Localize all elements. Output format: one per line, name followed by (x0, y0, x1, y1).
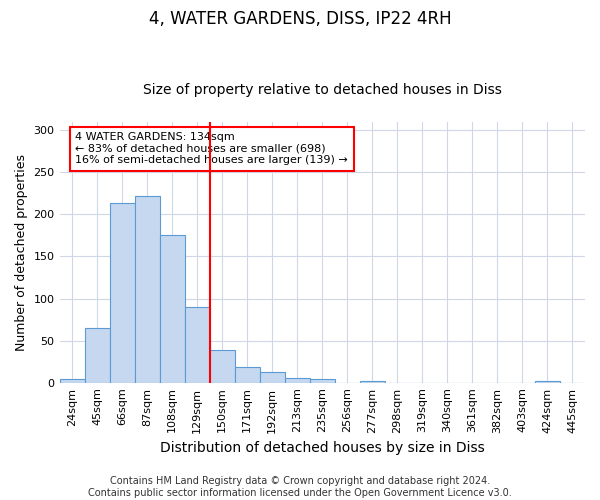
Bar (160, 236, 185, 382)
Bar (310, 380, 335, 382)
Bar (235, 366, 260, 382)
Title: Size of property relative to detached houses in Diss: Size of property relative to detached ho… (143, 83, 502, 97)
Y-axis label: Number of detached properties: Number of detached properties (15, 154, 28, 350)
Bar (185, 307, 209, 382)
Text: 4 WATER GARDENS: 134sqm
← 83% of detached houses are smaller (698)
16% of semi-d: 4 WATER GARDENS: 134sqm ← 83% of detache… (76, 132, 348, 166)
Bar (285, 378, 310, 382)
Bar (260, 372, 285, 382)
Bar (209, 350, 235, 382)
Bar (360, 381, 385, 382)
Bar (85, 328, 110, 382)
Bar (535, 381, 560, 382)
Bar (110, 204, 134, 382)
Bar (59, 380, 85, 382)
Text: Contains HM Land Registry data © Crown copyright and database right 2024.
Contai: Contains HM Land Registry data © Crown c… (88, 476, 512, 498)
Text: 4, WATER GARDENS, DISS, IP22 4RH: 4, WATER GARDENS, DISS, IP22 4RH (149, 10, 451, 28)
X-axis label: Distribution of detached houses by size in Diss: Distribution of detached houses by size … (160, 441, 485, 455)
Bar (134, 196, 160, 382)
